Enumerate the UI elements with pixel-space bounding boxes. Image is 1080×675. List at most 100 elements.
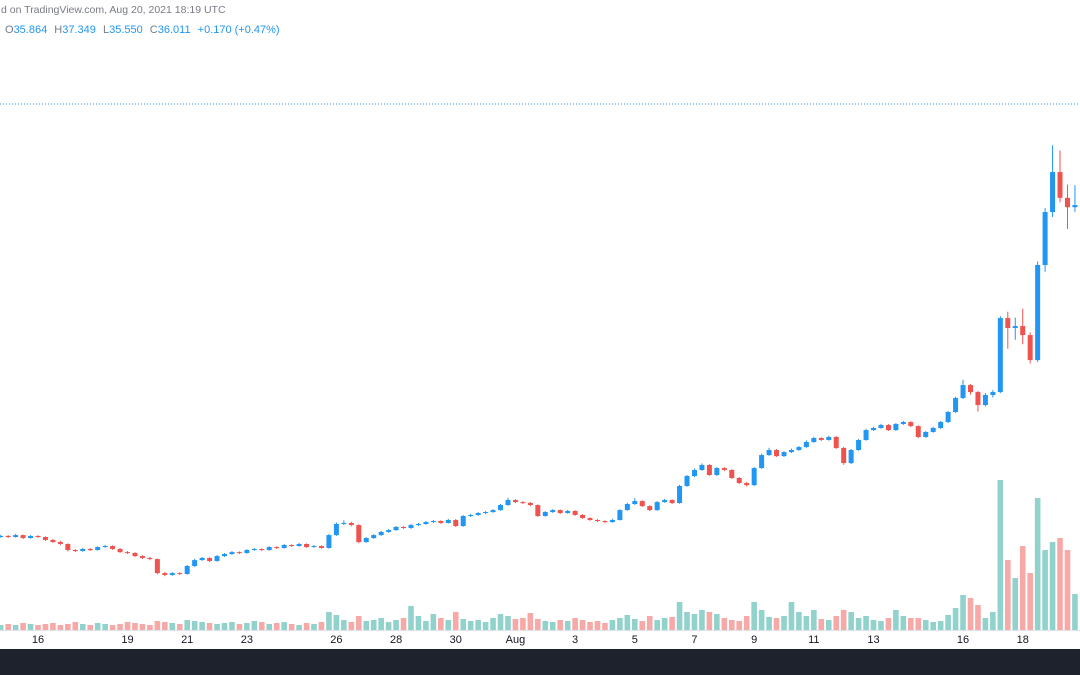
volume-bar [296, 625, 302, 630]
candle-body [423, 522, 429, 524]
volume-bar [385, 622, 392, 630]
volume-bar [236, 624, 243, 630]
volume-bar [5, 624, 11, 630]
candle-body [244, 550, 250, 553]
candle-body [132, 552, 138, 557]
candle-body [669, 500, 675, 503]
volume-bar [609, 620, 616, 630]
candle-body [266, 547, 272, 551]
volume-bar [706, 612, 713, 630]
candle-body [751, 468, 757, 486]
candle-body [356, 525, 362, 543]
candle-body [736, 477, 742, 484]
candle-body [900, 422, 906, 424]
volume-bar [930, 622, 936, 630]
volume-bar [490, 618, 496, 630]
candle-body [72, 550, 78, 552]
candle-body [415, 523, 421, 526]
candle-body [512, 500, 518, 503]
volume-bar [579, 620, 586, 630]
volume-bar [728, 620, 735, 630]
volume-bar [691, 614, 698, 630]
candle-body [125, 552, 131, 554]
x-tick-label: 7 [691, 634, 697, 646]
candle-body [1027, 335, 1033, 361]
x-tick-label: 18 [1017, 634, 1029, 646]
candle-body [1064, 197, 1070, 208]
candle-body [975, 392, 981, 406]
candle-body [95, 547, 101, 551]
volume-bar [370, 620, 377, 630]
candle-body [930, 427, 936, 432]
candle-body [520, 502, 526, 504]
candle-body [871, 427, 877, 431]
candle-body [80, 548, 86, 552]
volume-bar [758, 610, 765, 630]
candle-body [498, 505, 504, 511]
volume-bar [542, 621, 549, 630]
candle-body [609, 520, 615, 523]
x-tick-label: 30 [450, 634, 462, 646]
candle-body [788, 450, 794, 453]
candle-body [1050, 172, 1056, 213]
volume-bar [72, 622, 79, 630]
candle-body [229, 552, 235, 555]
volume-bar [348, 622, 355, 630]
volume-bar [937, 621, 944, 630]
volume-bar [818, 619, 825, 630]
volume-bar [206, 623, 213, 630]
candle-body [833, 437, 839, 448]
volume-bar [535, 619, 541, 630]
candle-body [885, 425, 891, 431]
candle-body [214, 556, 220, 561]
volume-bar [176, 624, 183, 630]
volume-bar [632, 619, 638, 630]
legend-key: C [150, 24, 158, 36]
candle-body [289, 545, 295, 547]
volume-bar [57, 625, 64, 630]
volume-bar [520, 618, 526, 630]
x-tick-label: 16 [32, 634, 44, 646]
candle-body [483, 512, 489, 514]
candle-body [65, 543, 71, 551]
candle-body [893, 423, 899, 431]
candle-body [184, 566, 190, 574]
volume-bar [699, 610, 705, 630]
candle-body [677, 485, 683, 503]
volume-bar [378, 618, 384, 630]
candle-body [445, 520, 451, 523]
candle-body [997, 318, 1003, 393]
candle-body [117, 548, 123, 553]
volume-bar [1019, 546, 1026, 630]
candle-body [87, 548, 93, 551]
volume-bar [20, 623, 26, 630]
candle-body [222, 554, 227, 557]
candle-body [177, 573, 183, 575]
volume-bar [1049, 542, 1056, 630]
candle-body [393, 526, 399, 531]
candle-body [102, 546, 108, 548]
volume-bar [654, 620, 660, 630]
volume-bar [109, 625, 116, 630]
volume-bar [1042, 550, 1048, 630]
candle-body [759, 455, 765, 469]
volume-bar [833, 616, 840, 630]
candle-body [1072, 205, 1078, 208]
candle-body [274, 547, 280, 549]
volume-bar [460, 619, 467, 630]
volume-bar [1027, 573, 1033, 630]
volume-bar [788, 602, 795, 630]
volume-bar [557, 620, 563, 630]
candle-body [1012, 326, 1018, 328]
candle-body [684, 476, 690, 486]
volume-bar [594, 621, 601, 630]
candle-body [438, 521, 444, 523]
volume-bar [259, 622, 265, 630]
candle-body [1035, 264, 1041, 361]
volume-bar [430, 614, 437, 630]
candle-body [311, 546, 317, 548]
candle-body [878, 425, 884, 428]
volume-bar [915, 618, 922, 630]
volume-bar [840, 610, 847, 630]
volume-bar [945, 615, 951, 630]
